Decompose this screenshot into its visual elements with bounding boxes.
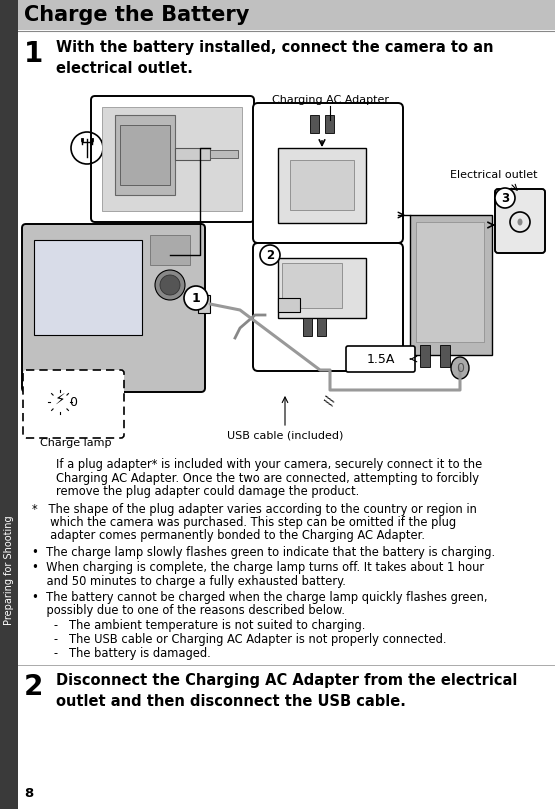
Ellipse shape: [517, 218, 522, 226]
Text: 2: 2: [24, 673, 43, 701]
Bar: [120, 125, 170, 185]
Bar: [325, 115, 334, 133]
Text: Electrical outlet: Electrical outlet: [451, 170, 538, 180]
Text: Charging AC Adapter: Charging AC Adapter: [271, 95, 388, 105]
Text: Charge lamp: Charge lamp: [40, 438, 112, 448]
Text: 1: 1: [24, 40, 43, 68]
Circle shape: [495, 188, 515, 208]
FancyBboxPatch shape: [23, 370, 124, 438]
Bar: [317, 318, 326, 336]
Text: Charging AC Adapter. Once the two are connected, attempting to forcibly: Charging AC Adapter. Once the two are co…: [56, 472, 479, 485]
Text: 3: 3: [501, 192, 509, 205]
Text: •  The battery cannot be charged when the charge lamp quickly flashes green,: • The battery cannot be charged when the…: [32, 591, 487, 604]
FancyBboxPatch shape: [253, 103, 403, 243]
Bar: [34, 240, 142, 335]
Bar: [416, 222, 484, 342]
Bar: [303, 318, 312, 336]
FancyBboxPatch shape: [91, 96, 254, 222]
Text: 8: 8: [24, 787, 33, 800]
Bar: [282, 263, 342, 308]
Bar: [210, 150, 238, 158]
Text: remove the plug adapter could damage the product.: remove the plug adapter could damage the…: [56, 485, 359, 498]
Bar: [278, 148, 366, 223]
Text: 0: 0: [456, 362, 464, 375]
Bar: [310, 115, 319, 133]
Text: Disconnect the Charging AC Adapter from the electrical
outlet and then disconnec: Disconnect the Charging AC Adapter from …: [56, 673, 517, 709]
Bar: [18, 88, 555, 448]
Text: Charge the Battery: Charge the Battery: [24, 5, 249, 25]
Text: and 50 minutes to charge a fully exhausted battery.: and 50 minutes to charge a fully exhaust…: [32, 575, 346, 588]
FancyBboxPatch shape: [253, 243, 403, 371]
Text: •  When charging is complete, the charge lamp turns off. It takes about 1 hour: • When charging is complete, the charge …: [32, 561, 484, 574]
Text: 0: 0: [69, 396, 77, 409]
Circle shape: [155, 270, 185, 300]
Ellipse shape: [451, 357, 469, 379]
Bar: [115, 115, 175, 195]
Bar: [290, 160, 354, 210]
FancyBboxPatch shape: [22, 224, 205, 392]
Text: 1: 1: [191, 291, 200, 304]
Bar: [278, 258, 366, 318]
Text: //: //: [322, 394, 337, 406]
Text: *   The shape of the plug adapter varies according to the country or region in: * The shape of the plug adapter varies a…: [32, 502, 477, 515]
Text: USB cable (included): USB cable (included): [227, 430, 343, 440]
Text: If a plug adapter* is included with your camera, securely connect it to the: If a plug adapter* is included with your…: [56, 458, 482, 471]
FancyBboxPatch shape: [495, 189, 545, 253]
Text: 2: 2: [266, 248, 274, 261]
FancyBboxPatch shape: [346, 346, 415, 372]
Bar: [278, 298, 300, 312]
Bar: [102, 107, 242, 211]
Text: adapter comes permanently bonded to the Charging AC Adapter.: adapter comes permanently bonded to the …: [32, 530, 425, 543]
Text: With the battery installed, connect the camera to an
electrical outlet.: With the battery installed, connect the …: [56, 40, 493, 76]
Bar: [18, 0, 555, 30]
Text: 1.5A: 1.5A: [367, 353, 395, 366]
Bar: [0, 0, 18, 809]
Text: -   The ambient temperature is not suited to charging.: - The ambient temperature is not suited …: [54, 620, 365, 633]
Text: ⚡: ⚡: [54, 392, 65, 406]
Text: •  The charge lamp slowly flashes green to indicate that the battery is charging: • The charge lamp slowly flashes green t…: [32, 546, 495, 559]
Bar: [175, 148, 210, 160]
Bar: [150, 235, 190, 265]
Text: possibly due to one of the reasons described below.: possibly due to one of the reasons descr…: [32, 604, 345, 617]
Circle shape: [260, 245, 280, 265]
Bar: [440, 345, 450, 367]
Text: Preparing for Shooting: Preparing for Shooting: [4, 515, 14, 625]
Circle shape: [184, 286, 208, 310]
Circle shape: [160, 275, 180, 295]
Text: -   The battery is damaged.: - The battery is damaged.: [54, 646, 211, 659]
Bar: [198, 295, 210, 313]
Bar: [420, 345, 430, 367]
Bar: [410, 215, 492, 355]
Text: -   The USB cable or Charging AC Adapter is not properly connected.: - The USB cable or Charging AC Adapter i…: [54, 633, 447, 646]
Text: which the camera was purchased. This step can be omitted if the plug: which the camera was purchased. This ste…: [32, 516, 456, 529]
